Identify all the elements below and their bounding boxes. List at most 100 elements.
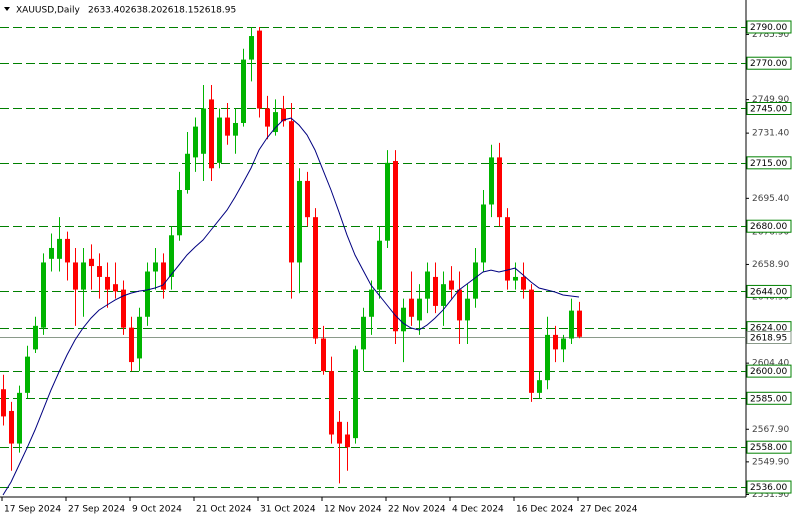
x-tick-label: 21 Oct 2024 (196, 505, 252, 515)
quote-value: 2618.15 (162, 6, 199, 16)
candle-body (97, 266, 102, 277)
candle-body (353, 349, 358, 439)
candle-body (329, 371, 334, 435)
candle-body (561, 338, 566, 350)
y-tick-label: 2531.90 (752, 490, 789, 500)
level-label: 2770.00 (750, 59, 787, 69)
level-label-box (746, 156, 792, 170)
candle-body (281, 108, 286, 122)
candle-body (81, 262, 86, 290)
candle-body (441, 284, 446, 306)
candle-body (529, 289, 534, 393)
quote-value: 2638.20 (125, 6, 162, 16)
candle-body (161, 262, 166, 290)
level-label-box (746, 219, 792, 233)
level-label: 2558.00 (750, 443, 787, 453)
x-tick-label: 4 Dec 2024 (452, 505, 504, 515)
candle-body (297, 180, 302, 263)
candle-body (313, 217, 318, 339)
candle-body (65, 238, 70, 263)
x-tick-label: 27 Sep 2024 (68, 505, 125, 515)
candle-body (401, 307, 406, 332)
candle-body (449, 280, 454, 290)
candle-body (209, 99, 214, 169)
candle-body (113, 284, 118, 292)
symbol-menu-icon[interactable] (4, 7, 10, 11)
y-tick-label: 2567.90 (752, 425, 789, 435)
candle-body (49, 247, 54, 259)
y-tick-label: 2549.90 (752, 457, 789, 467)
candle-body (9, 410, 14, 444)
candle-body (169, 235, 174, 277)
y-tick-label: 2658.90 (752, 260, 789, 270)
candle-body (105, 276, 110, 290)
candle-body (185, 153, 190, 190)
candle-body (489, 157, 494, 205)
candle-body (393, 161, 398, 332)
candle-body (201, 108, 206, 154)
candle-body (153, 262, 158, 272)
y-tick-label: 2749.90 (752, 95, 789, 105)
candle-body (321, 338, 326, 372)
level-label: 2624.00 (750, 324, 787, 334)
candle-body (385, 162, 390, 241)
level-label-box (746, 440, 792, 454)
current-price-label: 2618.95 (750, 334, 787, 344)
candle-body (1, 389, 6, 417)
candle-body (553, 334, 558, 350)
level-label-box (746, 391, 792, 405)
candle-body (137, 316, 142, 359)
level-label-box (746, 364, 792, 378)
level-label-box (746, 101, 792, 115)
candle-body (265, 108, 270, 127)
candle-body (537, 380, 542, 393)
level-label: 2790.00 (750, 23, 787, 33)
candle-body (409, 298, 414, 317)
quote-value: 2633.40 (88, 6, 125, 16)
x-tick-label: 22 Nov 2024 (388, 505, 446, 515)
candle-body (217, 117, 222, 163)
level-label: 2680.00 (750, 222, 787, 232)
candle-body (233, 122, 238, 136)
x-tick-label: 17 Sep 2024 (4, 505, 61, 515)
candle-body (345, 434, 350, 448)
level-label: 2745.00 (750, 104, 787, 114)
candle-body (57, 238, 62, 259)
level-label: 2585.00 (750, 394, 787, 404)
candle-body (25, 356, 30, 393)
candle-body (465, 298, 470, 321)
candle-body (177, 189, 182, 236)
y-tick-label: 2785.90 (752, 30, 789, 40)
x-tick-label: 16 Dec 2024 (516, 505, 574, 515)
y-tick-label: 2695.40 (752, 194, 789, 204)
candle-body (145, 271, 150, 317)
candle-body (193, 126, 198, 158)
level-label-box (746, 56, 792, 70)
candle-body (433, 276, 438, 306)
x-tick-label: 31 Oct 2024 (260, 505, 316, 515)
level-label: 2715.00 (750, 159, 787, 169)
current-price-box (746, 331, 792, 344)
candle-body (73, 262, 78, 290)
candle-body (377, 240, 382, 290)
candle-body (457, 289, 462, 321)
x-tick-label: 9 Oct 2024 (132, 505, 182, 515)
candle-body (513, 276, 518, 281)
quote-value: 2618.95 (199, 6, 236, 16)
candle-body (481, 204, 486, 263)
candle-body (17, 392, 22, 444)
level-label-box (746, 284, 792, 298)
candle-body (41, 262, 46, 328)
candle-body (417, 298, 422, 321)
candle-body (89, 258, 94, 267)
candle-body (289, 121, 294, 263)
candle-body (497, 157, 502, 218)
candle-body (305, 180, 310, 218)
symbol-title: XAUUSD,Daily (16, 6, 80, 16)
candle-body (249, 36, 254, 60)
candle-body (361, 316, 366, 350)
y-tick-label: 2731.40 (752, 129, 789, 139)
candle-body (225, 117, 230, 136)
level-label-box (746, 480, 792, 494)
candle-body (337, 421, 342, 444)
